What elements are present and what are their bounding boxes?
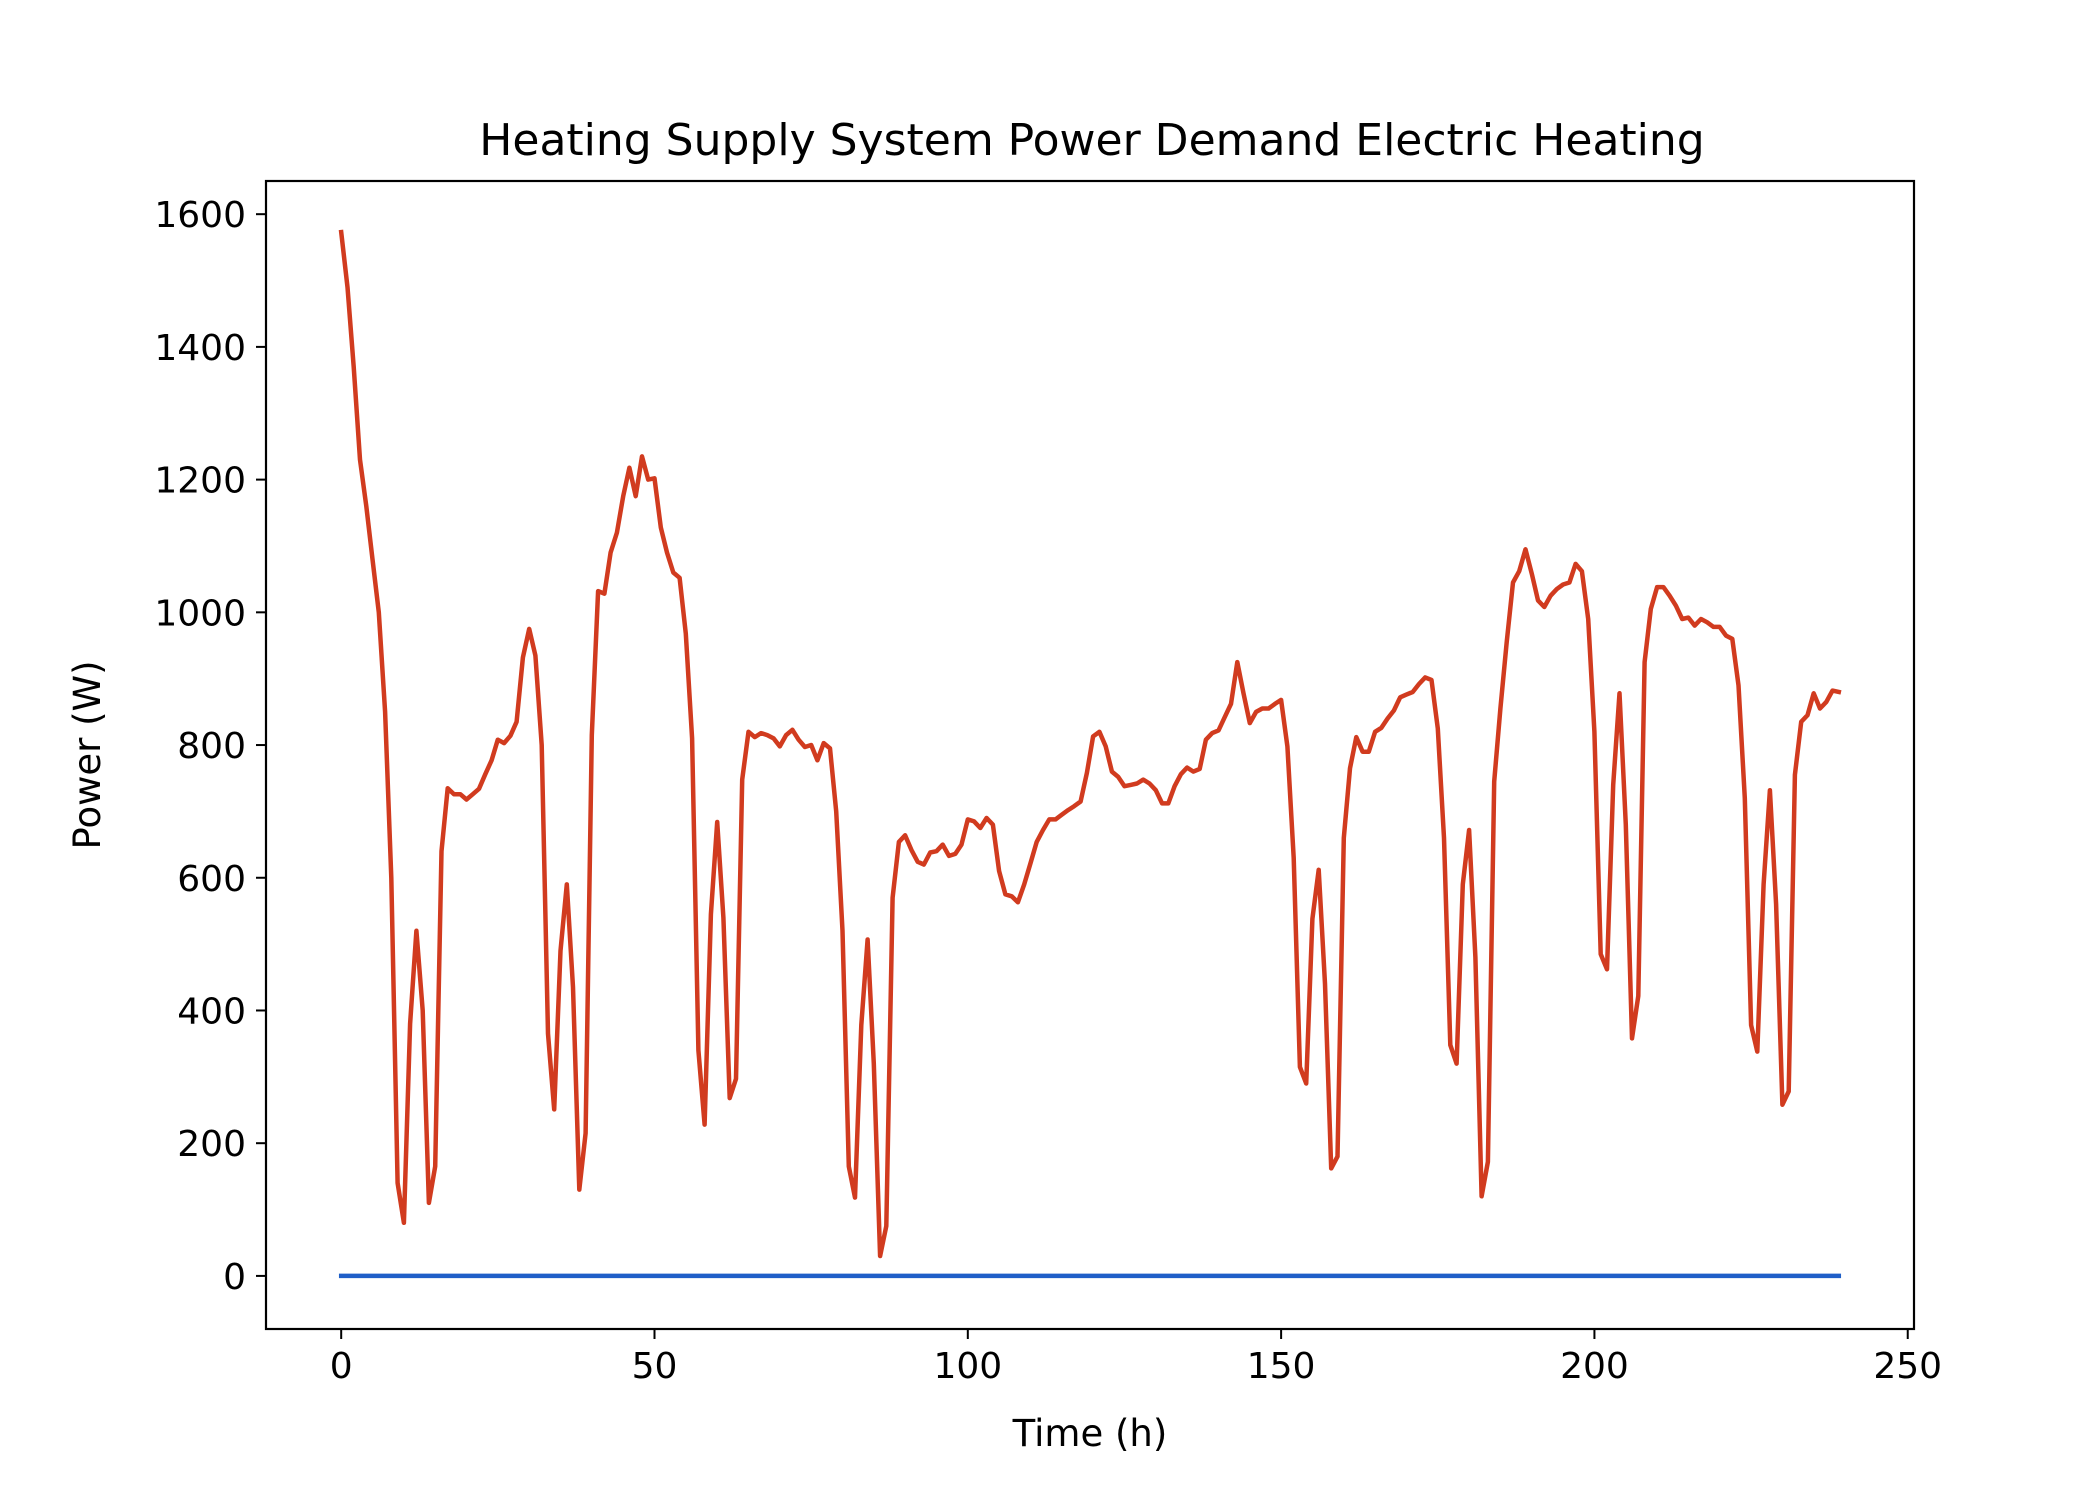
chart-title: Heating Supply System Power Demand Elect… bbox=[479, 115, 1704, 166]
x-tick-label: 0 bbox=[330, 1346, 353, 1387]
x-tick-label: 200 bbox=[1560, 1346, 1629, 1387]
y-tick-label: 400 bbox=[177, 991, 246, 1032]
x-tick-label: 150 bbox=[1247, 1346, 1316, 1387]
plot-area bbox=[338, 229, 1842, 1279]
y-tick-label: 200 bbox=[177, 1124, 246, 1165]
plot-frame bbox=[264, 179, 1916, 1331]
y-tick-label: 0 bbox=[223, 1257, 246, 1298]
x-axis: 0 50 100 150 200 250 bbox=[330, 1329, 1942, 1387]
y-tick-label: 1600 bbox=[154, 195, 246, 236]
y-tick-label: 1400 bbox=[154, 328, 246, 369]
series-line-1 bbox=[338, 229, 1842, 1259]
y-tick-label: 600 bbox=[177, 859, 246, 900]
y-axis-label: Power (W) bbox=[66, 660, 109, 849]
y-tick-label: 800 bbox=[177, 726, 246, 767]
y-tick-label: 1200 bbox=[154, 461, 246, 502]
x-tick-label: 250 bbox=[1873, 1346, 1942, 1387]
x-tick-label: 50 bbox=[632, 1346, 678, 1387]
x-axis-label: Time (h) bbox=[1012, 1412, 1168, 1455]
y-axis: 0 200 400 600 800 1000 1200 1400 1600 bbox=[154, 195, 266, 1298]
x-tick-label: 100 bbox=[933, 1346, 1002, 1387]
y-tick-label: 1000 bbox=[154, 593, 246, 634]
